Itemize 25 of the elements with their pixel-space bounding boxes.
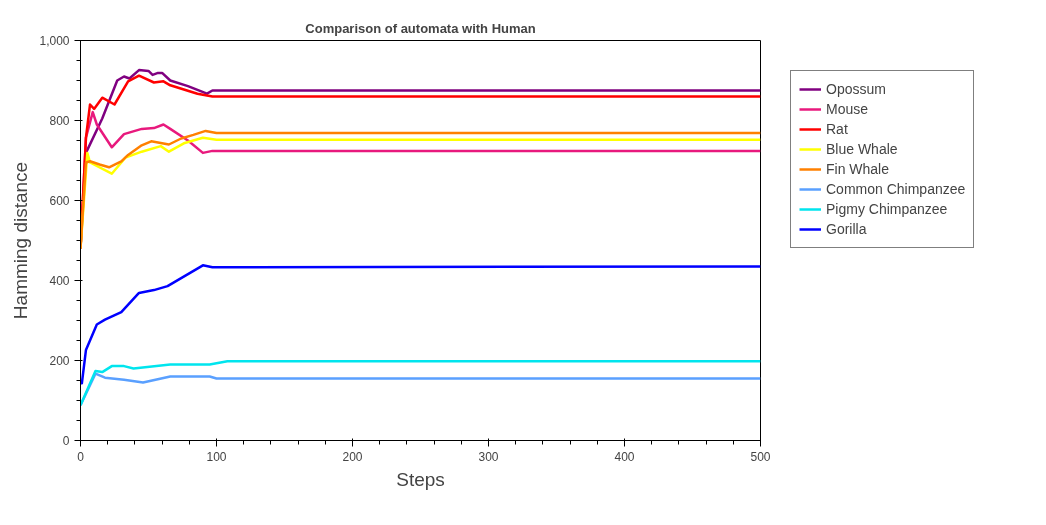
x-tick-label: 300 bbox=[478, 449, 499, 464]
line-series bbox=[80, 360, 761, 407]
x-axis-title: Steps bbox=[396, 468, 445, 490]
x-tick-label: 200 bbox=[342, 449, 363, 464]
y-tick-label: 400 bbox=[49, 274, 70, 288]
x-tick-label: 0 bbox=[77, 449, 85, 464]
y-tick-label: 1,000 bbox=[39, 34, 70, 48]
legend-label: Blue Whale bbox=[826, 141, 898, 157]
line-series bbox=[80, 264, 761, 385]
legend-label: Pigmy Chimpanzee bbox=[826, 201, 948, 217]
legend-label: Opossum bbox=[826, 81, 886, 97]
x-tick-label: 500 bbox=[750, 449, 771, 464]
y-axis-title: Hamming distance bbox=[10, 161, 32, 320]
x-tick-label: 400 bbox=[614, 449, 635, 464]
legend-label: Gorilla bbox=[826, 221, 867, 237]
y-tick-label: 200 bbox=[49, 354, 70, 368]
y-tick-label: 800 bbox=[49, 114, 70, 128]
y-tick-label: 0 bbox=[62, 434, 70, 448]
legend-label: Mouse bbox=[826, 101, 869, 117]
y-tick-label: 600 bbox=[49, 194, 70, 208]
chart-title: Comparison of automata with Human bbox=[305, 20, 536, 36]
legend-label: Fin Whale bbox=[826, 161, 890, 177]
legend-label: Rat bbox=[826, 121, 848, 137]
x-tick-label: 100 bbox=[206, 449, 227, 464]
legend-label: Common Chimpanzee bbox=[826, 181, 966, 197]
